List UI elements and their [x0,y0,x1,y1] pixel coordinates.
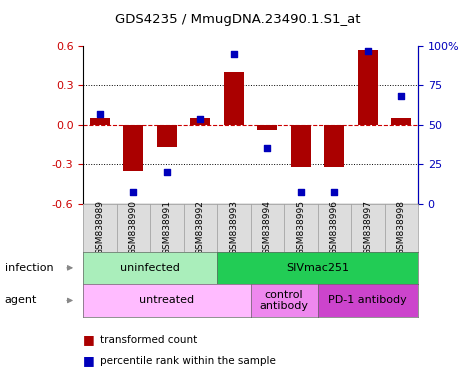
Bar [124,125,143,171]
Bar [358,50,378,125]
Text: control
antibody: control antibody [259,290,309,311]
Point [364,48,371,54]
Point [163,169,171,175]
Text: SIVmac251: SIVmac251 [286,263,349,273]
Bar [224,72,244,125]
Text: ■: ■ [83,333,99,346]
Text: GDS4235 / MmugDNA.23490.1.S1_at: GDS4235 / MmugDNA.23490.1.S1_at [115,13,360,26]
Point [230,51,238,57]
Point [398,93,405,99]
Text: transformed count: transformed count [100,335,197,345]
Bar [90,118,110,125]
Text: GSM838991: GSM838991 [162,200,171,255]
Text: GSM838997: GSM838997 [363,200,372,255]
Text: PD-1 antibody: PD-1 antibody [328,295,407,306]
Text: GSM838994: GSM838994 [263,200,272,255]
Point [297,189,304,195]
Text: percentile rank within the sample: percentile rank within the sample [100,356,276,366]
Point [264,146,271,152]
Bar [391,118,411,125]
Point [331,189,338,195]
Point [96,111,104,117]
Point [197,116,204,122]
Text: GSM838996: GSM838996 [330,200,339,255]
Text: GSM838995: GSM838995 [296,200,305,255]
Text: GSM838992: GSM838992 [196,200,205,255]
Bar [190,118,210,125]
Text: agent: agent [5,295,37,306]
Bar [157,125,177,147]
Text: GSM838990: GSM838990 [129,200,138,255]
Bar [257,125,277,130]
Point [130,189,137,195]
Text: untreated: untreated [139,295,194,306]
Bar [324,125,344,167]
Text: GSM838989: GSM838989 [95,200,104,255]
Text: infection: infection [5,263,53,273]
Text: uninfected: uninfected [120,263,180,273]
Text: ■: ■ [83,354,99,367]
Text: GSM838998: GSM838998 [397,200,406,255]
Text: GSM838993: GSM838993 [229,200,238,255]
Bar [291,125,311,167]
